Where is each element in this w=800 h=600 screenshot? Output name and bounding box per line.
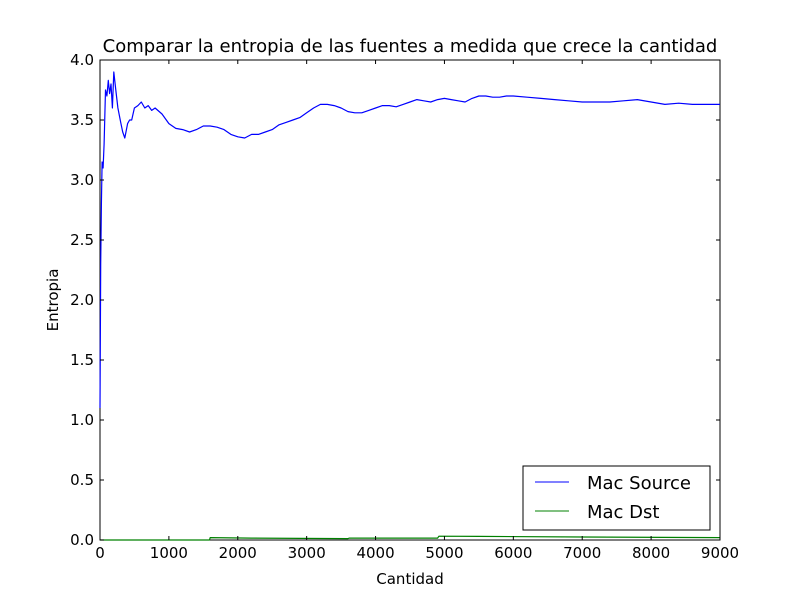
tick-layer: 0 1000 2000 3000 4000 5000 6000 7000 8000 9000 0.0…: [70, 51, 739, 562]
x-tick-label: 9000: [701, 544, 739, 562]
x-tick-label: 4000: [356, 544, 394, 562]
y-tick-label: 3.5: [70, 111, 94, 129]
x-tick-label: 2000: [219, 544, 257, 562]
chart-title: Comparar la entropia de las fuentes a me…: [103, 36, 718, 57]
x-tick-label: 8000: [632, 544, 670, 562]
series-line-mac-source: [99, 71, 720, 409]
legend: Mac Source Mac Dst: [522, 465, 711, 531]
legend-label-mac-dst: Mac Dst: [587, 502, 659, 523]
y-tick-label: 2.5: [70, 231, 94, 249]
x-axis-label: Cantidad: [376, 570, 443, 588]
y-tick-label: 0.5: [70, 471, 94, 489]
y-tick-label: 3.0: [70, 171, 94, 189]
y-tick-label: 0.0: [70, 531, 94, 549]
y-tick-label: 1.5: [70, 351, 94, 369]
legend-label-mac-source: Mac Source: [587, 473, 691, 494]
y-tick-label: 4.0: [70, 51, 94, 69]
plot-area: 0 1000 2000 3000 4000 5000 6000 7000 8000 9000 0.0…: [70, 51, 739, 562]
x-tick-label: 1000: [150, 544, 188, 562]
x-tick-label: 3000: [288, 544, 326, 562]
x-tick-label: 5000: [425, 544, 463, 562]
y-tick-label: 1.0: [70, 411, 94, 429]
x-tick-label: 0: [95, 544, 105, 562]
y-axis-label: Entropia: [44, 269, 62, 332]
x-tick-label: 7000: [563, 544, 601, 562]
y-tick-label: 2.0: [70, 291, 94, 309]
x-tick-label: 6000: [494, 544, 532, 562]
legend-box: [522, 465, 711, 531]
